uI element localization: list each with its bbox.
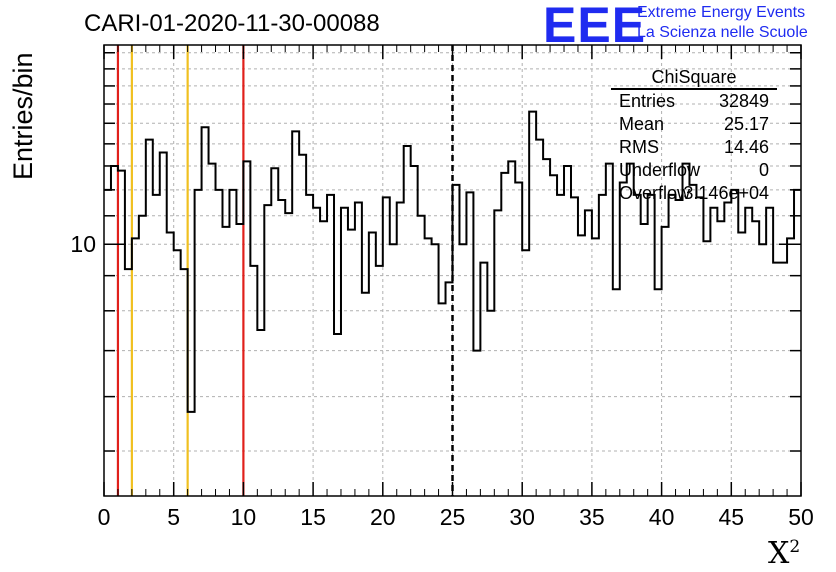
stats-title: ChiSquare xyxy=(611,66,777,90)
histogram-step-line xyxy=(104,110,801,413)
eee-logo: EEE xyxy=(543,0,647,53)
stats-value: 14.46 xyxy=(723,137,769,157)
y-axis-label: Entries/bin xyxy=(8,52,38,180)
stats-row-underflow: Underflow 0 xyxy=(611,159,777,182)
stats-key: RMS xyxy=(619,137,659,157)
stats-key: Entries xyxy=(619,91,676,111)
stats-row-overflow: Overflow 3.146e+04 xyxy=(611,182,777,205)
stats-row-mean: Mean 25.17 xyxy=(611,113,777,136)
tick-labels: 0 5 10 15 20 25 30 35 40 45 50 10 xyxy=(70,231,813,530)
x-axis-label-base: X xyxy=(768,536,790,571)
axis-ticks xyxy=(103,45,802,496)
logo-line-1: Extreme Energy Events xyxy=(637,4,806,21)
x-tick-label: 30 xyxy=(509,504,535,530)
stats-key: Mean xyxy=(619,114,665,134)
stats-key: Underflow xyxy=(619,160,701,180)
x-tick-label: 20 xyxy=(370,504,396,530)
stats-value: 0 xyxy=(758,160,769,180)
stats-key: Overflow xyxy=(619,183,691,203)
stats-value: 32849 xyxy=(718,91,769,111)
logo-line-2: La Scienza nelle Scuole xyxy=(637,24,808,41)
chart-title: CARI-01-2020-11-30-00088 xyxy=(84,10,380,37)
stats-box: ChiSquare Entries 32849 Mean 25.17 RMS 1… xyxy=(611,66,777,205)
marker-lines xyxy=(116,45,454,496)
x-tick-label: 5 xyxy=(167,504,180,530)
x-tick-label: 10 xyxy=(231,504,257,530)
x-tick-label: 45 xyxy=(719,504,745,530)
stats-value: 25.17 xyxy=(723,114,769,134)
x-tick-label: 50 xyxy=(788,504,814,530)
stats-row-entries: Entries 32849 xyxy=(611,90,777,113)
x-tick-label: 0 xyxy=(98,504,111,530)
x-tick-label: 25 xyxy=(440,504,466,530)
x-axis-label-superscript: 2 xyxy=(789,537,801,557)
x-tick-label: 15 xyxy=(300,504,326,530)
stats-value: 3.146e+04 xyxy=(683,183,769,203)
x-tick-label: 35 xyxy=(579,504,605,530)
x-tick-label: 40 xyxy=(649,504,675,530)
logo-caption: Extreme Energy Events La Scienza nelle S… xyxy=(637,3,808,43)
y-tick-label: 10 xyxy=(70,231,96,257)
stats-row-rms: RMS 14.46 xyxy=(611,136,777,159)
x-axis-label: X2 xyxy=(768,536,800,571)
